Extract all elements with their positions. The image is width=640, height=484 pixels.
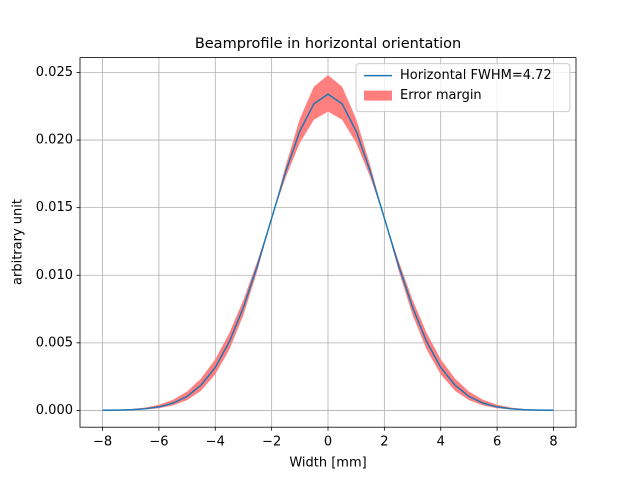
- legend-label: Horizontal FWHM=4.72: [400, 68, 552, 83]
- x-tick-label: −6: [149, 435, 168, 450]
- x-tick-label: 4: [437, 435, 445, 450]
- legend-swatch: [364, 90, 392, 101]
- legend-label: Error margin: [400, 88, 482, 103]
- chart-title: Beamprofile in horizontal orientation: [195, 36, 461, 52]
- line: [102, 93, 554, 412]
- x-tick-label: −2: [262, 435, 281, 450]
- x-tick-label: 0: [324, 435, 332, 450]
- x-tick-label: 2: [380, 435, 388, 450]
- plot-area: [80, 57, 576, 428]
- x-tick-label: 6: [493, 435, 501, 450]
- y-tick-label: 0.020: [36, 133, 73, 148]
- y-tick-label: 0.010: [36, 268, 73, 283]
- y-tick-label: 0.025: [36, 65, 73, 80]
- y-tick-label: 0.000: [36, 403, 73, 418]
- legend-box: [355, 63, 571, 113]
- x-tick-label: −4: [206, 435, 225, 450]
- y-axis-label: arbitrary unit: [11, 199, 26, 285]
- x-tick-label: −8: [93, 435, 112, 450]
- y-tick-label: 0.015: [36, 200, 73, 215]
- x-axis-label: Width [mm]: [289, 456, 366, 471]
- y-tick-label: 0.005: [36, 335, 73, 350]
- x-tick-label: 8: [549, 435, 557, 450]
